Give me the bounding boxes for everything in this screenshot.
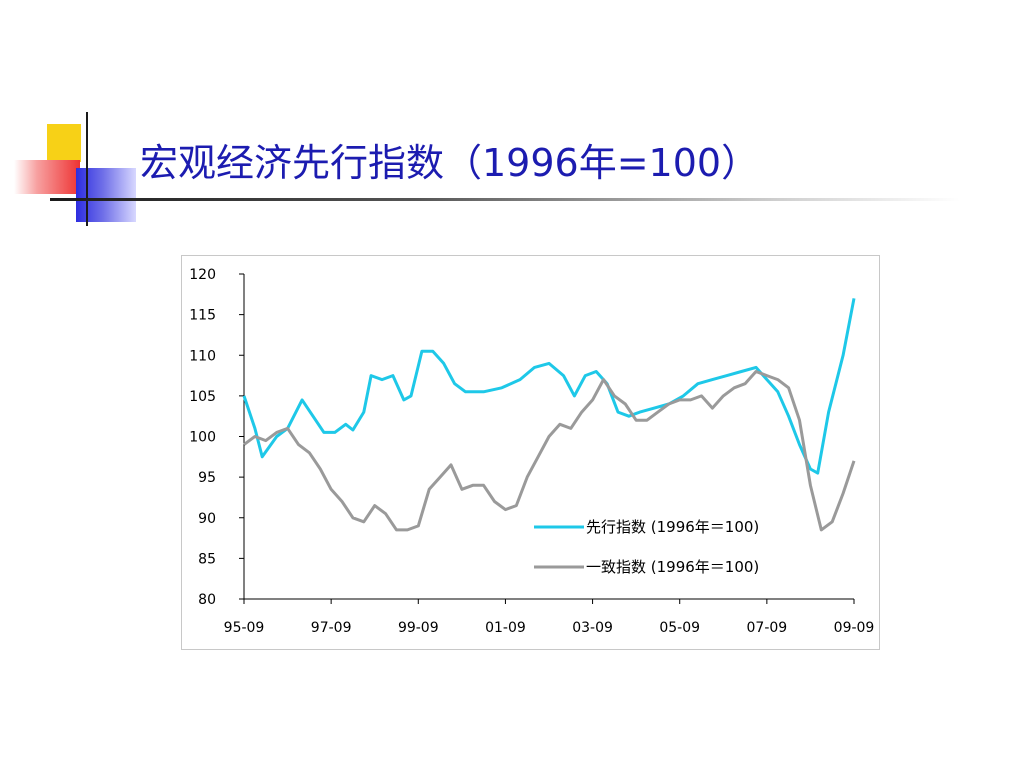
- chart-frame: 80 85 90 95 100 105 110 115 120 95-09 97-09 99-09 01…: [181, 255, 880, 650]
- line-chart: 80 85 90 95 100 105 110 115 120 95-09 97-09 99-09 01…: [189, 267, 875, 636]
- y-tick-label: 80: [198, 592, 216, 608]
- decor-blue-square: [76, 168, 136, 222]
- decor-red-square: [14, 160, 80, 194]
- y-tick-label: 105: [189, 389, 216, 405]
- y-tick-label: 115: [189, 308, 216, 324]
- legend-label-leading: 先行指数 (1996年＝100): [586, 518, 759, 536]
- y-tick-label: 100: [189, 430, 216, 446]
- x-tick-label: 97-09: [311, 620, 352, 636]
- x-tick-label: 03-09: [572, 620, 613, 636]
- title-underline: [50, 198, 960, 201]
- x-tick-label: 07-09: [747, 620, 788, 636]
- y-tick-label: 95: [198, 470, 216, 486]
- y-tick-label: 90: [198, 511, 216, 527]
- decor-vertical-line: [86, 112, 88, 226]
- series-line-coincident: [243, 370, 856, 532]
- y-tick-label: 120: [189, 267, 216, 283]
- x-tick-label: 09-09: [834, 620, 875, 636]
- x-tick-label: 95-09: [224, 620, 265, 636]
- x-tick-label: 01-09: [485, 620, 526, 636]
- decor-yellow-square: [47, 124, 81, 162]
- x-tick-label: 05-09: [659, 620, 700, 636]
- series-line-leading: [242, 298, 856, 475]
- y-tick-label: 110: [189, 348, 216, 364]
- y-tick-label: 85: [198, 551, 216, 567]
- legend-label-coincident: 一致指数 (1996年＝100): [586, 558, 759, 576]
- x-tick-label: 99-09: [398, 620, 439, 636]
- slide-title: 宏观经济先行指数（1996年=100）: [140, 141, 760, 185]
